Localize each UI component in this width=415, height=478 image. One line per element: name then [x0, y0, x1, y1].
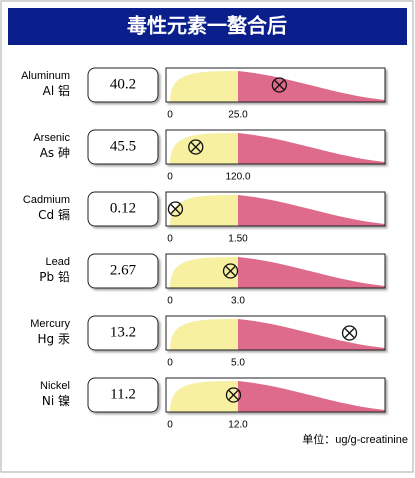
- value-box: [87, 67, 159, 103]
- value: 45.5: [110, 138, 136, 154]
- element-symbol: Ni: [42, 394, 54, 408]
- normal-range: [170, 257, 238, 288]
- scale-min: 0: [167, 172, 173, 183]
- scale-min: 0: [167, 358, 173, 369]
- value-marker: [225, 387, 242, 403]
- element-name: Aluminum: [21, 70, 70, 82]
- element-name: Mercury: [30, 318, 70, 330]
- value-marker: [341, 325, 358, 341]
- high-range: [238, 257, 385, 288]
- gauge-frame: [165, 253, 386, 289]
- value-marker: [271, 77, 287, 93]
- high-range: [238, 71, 385, 102]
- scale-min: 0: [167, 234, 173, 245]
- normal-range: [170, 195, 238, 226]
- normal-range: [170, 133, 238, 164]
- element-symbol-line: Al 铝: [43, 83, 70, 98]
- gauge-frame: [165, 191, 386, 227]
- element-symbol: Cd: [38, 208, 54, 222]
- element-row: Cadmium Cd 镉 0.12 0 1.50: [23, 191, 386, 245]
- element-name: Arsenic: [33, 132, 70, 144]
- gauge-frame: [165, 67, 386, 103]
- marker-cross: [228, 390, 239, 400]
- element-symbol: Pb: [39, 270, 54, 284]
- unit: 单位：ug/g-creatinine: [302, 432, 408, 446]
- value: 2.67: [110, 262, 137, 278]
- marker-cross: [170, 204, 181, 214]
- high-range: [238, 133, 385, 164]
- element-symbol: As: [40, 146, 54, 160]
- scale-min: 0: [167, 420, 173, 431]
- marker-cross: [274, 80, 285, 90]
- value-box: [87, 191, 159, 227]
- scale-min: 0: [167, 296, 173, 307]
- marker-circle: [271, 77, 287, 93]
- element-chinese: 铝: [58, 83, 70, 98]
- scale-min: 0: [167, 110, 173, 121]
- element-name: Nickel: [40, 380, 70, 392]
- element-symbol-line: Hg 汞: [38, 332, 70, 346]
- normal-range: [170, 71, 238, 102]
- element-symbol-line: Pb 铅: [39, 270, 70, 284]
- high-range: [238, 319, 385, 350]
- element-symbol-line: Ni 镍: [42, 394, 70, 408]
- element-symbol: Al: [43, 84, 55, 98]
- marker-circle: [188, 139, 204, 155]
- reference-label: 5.0: [231, 358, 245, 369]
- reference-label: 12.0: [228, 420, 248, 431]
- reference-label: 3.0: [231, 296, 245, 307]
- value: 40.2: [110, 76, 136, 92]
- value-box: [87, 377, 159, 413]
- value: 11.2: [110, 386, 136, 402]
- title-bar: [8, 8, 407, 45]
- value-box: [87, 253, 159, 289]
- element-row: Lead Pb 铅 2.67 0 3.0: [39, 253, 386, 307]
- marker-cross: [225, 266, 236, 276]
- normal-range: [170, 319, 238, 350]
- high-range: [238, 381, 385, 412]
- normal-range: [170, 381, 238, 412]
- element-chinese: 铅: [58, 270, 70, 284]
- gauge-frame: [165, 129, 386, 165]
- value-box: [87, 129, 159, 165]
- marker-circle: [225, 387, 242, 403]
- element-name: Lead: [46, 256, 70, 268]
- element-chinese: 砷: [58, 146, 70, 160]
- reference-label: 25.0: [228, 110, 248, 121]
- element-chinese: 镉: [58, 208, 70, 222]
- value: 13.2: [110, 324, 136, 340]
- high-range: [238, 195, 385, 226]
- element-row: Nickel Ni 镍 11.2 0 12.0: [40, 377, 386, 431]
- marker-cross: [190, 142, 201, 152]
- element-symbol: Hg: [38, 332, 55, 346]
- element-chinese: 汞: [58, 332, 70, 346]
- marker-circle: [222, 263, 239, 279]
- value-marker: [222, 263, 239, 279]
- element-row: Arsenic As 砷 45.5 0 120.0: [33, 129, 386, 183]
- element-symbol-line: Cd 镉: [38, 208, 70, 222]
- value-marker: [188, 139, 204, 155]
- title: 毒性元素一螯合后: [127, 14, 287, 38]
- gauge-frame: [165, 377, 386, 413]
- marker-circle: [341, 325, 358, 341]
- element-name: Cadmium: [23, 194, 70, 206]
- reference-label: 120.0: [225, 172, 250, 183]
- value-marker: [167, 201, 184, 217]
- element-symbol-line: As 砷: [40, 146, 70, 160]
- element-chinese: 镍: [58, 394, 70, 408]
- value: 0.12: [110, 200, 136, 216]
- marker-circle: [167, 201, 184, 217]
- element-row: Mercury Hg 汞 13.2 0 5.0: [30, 315, 386, 369]
- gauge-frame: [165, 315, 386, 351]
- reference-label: 1.50: [228, 234, 248, 245]
- value-box: [87, 315, 159, 351]
- marker-cross: [344, 328, 355, 338]
